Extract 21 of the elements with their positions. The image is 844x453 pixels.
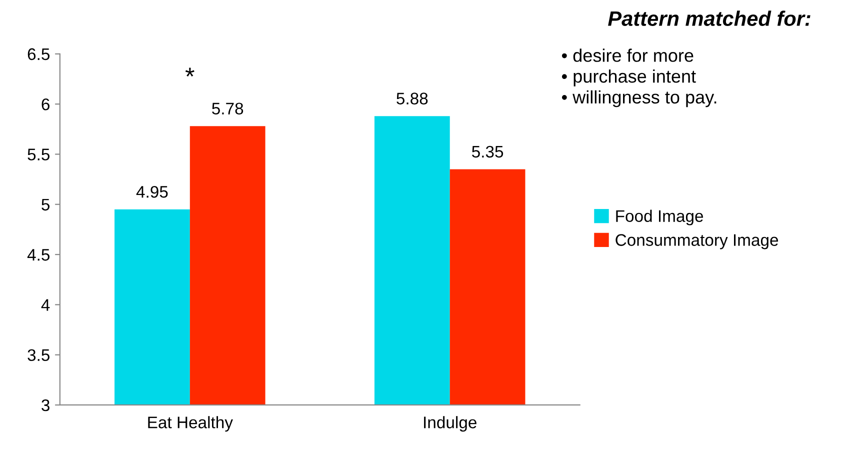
y-tick-label: 3.5 bbox=[28, 349, 50, 362]
y-tick-label: 6 bbox=[42, 98, 50, 110]
y-tick-label: 5.5 bbox=[28, 148, 50, 160]
y-tick-label: 5 bbox=[42, 198, 50, 211]
x-tick-label: Indulge bbox=[424, 416, 476, 432]
y-tick-label: 4 bbox=[41, 299, 50, 311]
legend-label: Food Image bbox=[616, 210, 704, 226]
data-label: 5.78 bbox=[212, 102, 244, 114]
legend-label: Consummatory Image bbox=[616, 234, 778, 250]
annotation: • purchase intent bbox=[562, 70, 696, 86]
annotation: • willingness to pay. bbox=[562, 90, 716, 108]
annotation: • desire for more bbox=[562, 48, 694, 62]
y-tick-label: 6.5 bbox=[28, 48, 50, 60]
data-label: 5.35 bbox=[472, 146, 504, 158]
y-tick-label: 4.5 bbox=[27, 249, 50, 261]
data-label: 5.88 bbox=[396, 92, 428, 104]
y-tick-label: 3 bbox=[42, 399, 50, 412]
x-tick-label: Eat Healthy bbox=[148, 416, 233, 432]
annotation: * bbox=[185, 68, 194, 77]
data-label: 4.95 bbox=[136, 186, 168, 198]
text: Pattern matched for: bbox=[608, 10, 810, 26]
